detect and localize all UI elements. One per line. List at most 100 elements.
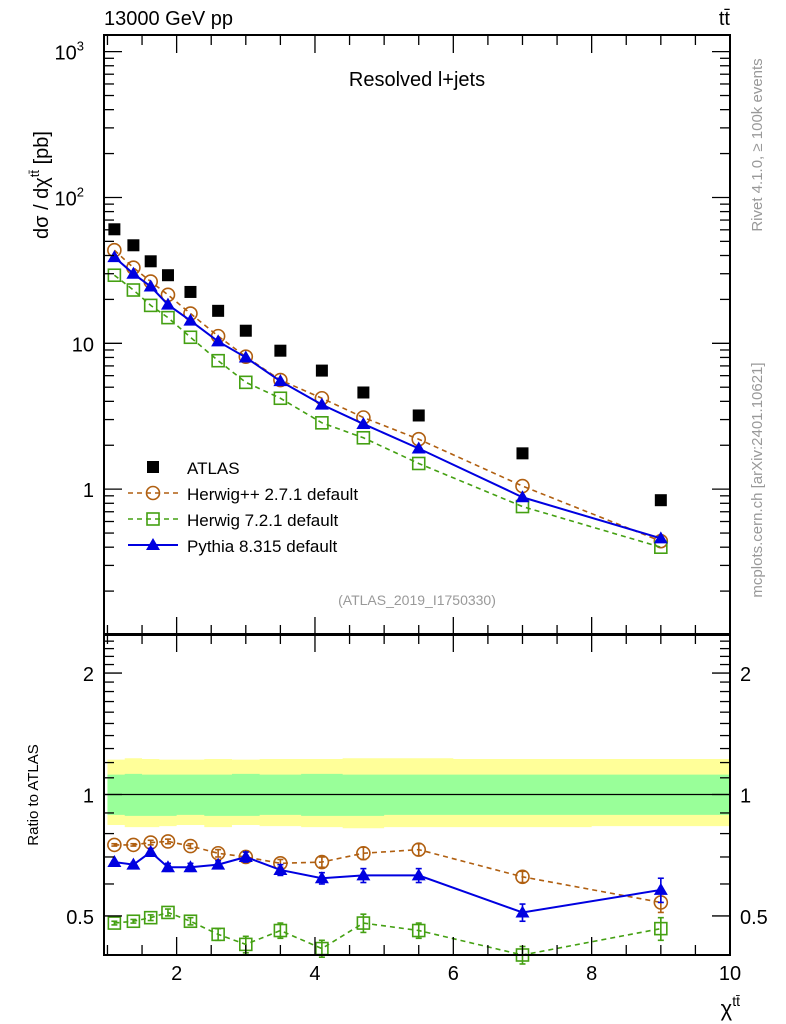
series-pythia-8-315-default — [107, 250, 668, 544]
data-point — [212, 304, 225, 317]
ratio-point — [273, 862, 288, 875]
plot-title: Resolved l+jets — [349, 69, 485, 91]
legend-item: Herwig++ 2.7.1 default — [128, 485, 358, 504]
data-point — [108, 223, 121, 236]
x-tick-label: 4 — [309, 963, 320, 985]
ratio-point — [411, 842, 427, 857]
ratio-point — [211, 857, 226, 870]
svg-text:χtt̄: χtt̄ — [721, 993, 740, 1021]
ratio-series-herwig-7-2-1-default — [107, 905, 668, 965]
ratio-panel: 2 2 1 1 0.5 0.5 2 4 6 8 10 Ratio to ATLAS — [25, 633, 768, 985]
data-point — [143, 279, 158, 292]
data-point — [211, 353, 225, 368]
ratio-y-tick-label: 2 — [83, 664, 94, 686]
ratio-point — [183, 838, 198, 854]
ratio-point — [411, 868, 426, 881]
data-point — [274, 344, 287, 357]
series-line — [113, 274, 662, 548]
x-tick-label: 8 — [586, 963, 597, 985]
data-point — [144, 255, 157, 268]
data-point — [356, 430, 371, 445]
data-point — [315, 416, 329, 430]
ratio-point — [126, 857, 141, 870]
ratio-point — [160, 860, 175, 873]
data-point — [160, 297, 175, 310]
ratio-point — [654, 921, 668, 936]
ratio-point — [515, 869, 530, 885]
legend: ATLAS Herwig++ 2.7.1 default Herwig 7.2.1 … — [128, 459, 358, 556]
ratio-point — [161, 905, 175, 920]
ratio-point — [183, 860, 198, 873]
process-label: tt̄ — [719, 8, 731, 30]
legend-item: ATLAS — [147, 459, 240, 478]
ratio-point — [238, 849, 253, 862]
legend-label: Herwig++ 2.7.1 default — [187, 485, 358, 504]
y-tick-label: 1 — [83, 480, 94, 502]
data-point — [411, 441, 426, 454]
data-point — [314, 397, 329, 410]
ratio-point — [126, 914, 141, 929]
ratio-point — [107, 916, 122, 930]
main-y-axis-label: dσ / dχtt̄ [pb] — [27, 131, 53, 239]
data-point — [183, 330, 198, 345]
data-point — [654, 494, 667, 507]
ratio-point — [211, 927, 225, 942]
ratio-point — [356, 916, 371, 930]
ratio-point — [107, 837, 122, 853]
legend-item: Herwig 7.2.1 default — [128, 511, 338, 530]
data-point — [315, 364, 328, 377]
ratio-y-tick-label: 1 — [83, 786, 94, 808]
ratio-point — [653, 882, 668, 895]
data-point — [515, 490, 530, 503]
data-point — [239, 375, 253, 390]
ratio-point — [160, 834, 176, 849]
data-point — [239, 324, 252, 337]
data-point — [238, 350, 253, 363]
data-point — [273, 374, 288, 387]
data-point — [653, 531, 668, 544]
ratio-point — [515, 905, 530, 918]
ratio-series-pythia-8-315-default — [107, 845, 668, 923]
series-atlas — [108, 223, 667, 507]
data-point — [412, 409, 425, 422]
ratio-point — [183, 914, 198, 929]
data-point — [126, 266, 141, 279]
ratio-point — [356, 845, 371, 861]
legend-label: Herwig 7.2.1 default — [187, 511, 338, 530]
x-axis-label: χtt̄ — [721, 993, 740, 1021]
data-point — [516, 447, 529, 460]
data-point — [184, 285, 197, 298]
data-point — [411, 456, 426, 471]
ratio-series-herwig-2-7-1-default — [107, 834, 669, 914]
legend-label: Pythia 8.315 default — [187, 537, 338, 556]
series-herwig-7-2-1-default — [107, 268, 668, 554]
ratio-point — [411, 923, 426, 938]
ratio-y-tick-label-right: 0.5 — [740, 907, 768, 929]
legend-marker — [146, 512, 160, 526]
legend-marker — [147, 461, 159, 473]
x-tick-label: 6 — [448, 963, 459, 985]
data-point — [211, 334, 226, 347]
ratio-point — [107, 855, 122, 868]
rivet-label: Rivet 4.1.0, ≥ 100k events — [749, 58, 766, 231]
data-point — [126, 283, 141, 297]
data-point — [515, 499, 530, 514]
legend-item: Pythia 8.315 default — [128, 537, 338, 556]
ratio-point — [143, 910, 158, 925]
data-point — [273, 391, 288, 406]
ratio-y-tick-label: 0.5 — [66, 907, 94, 929]
ratio-point — [314, 854, 330, 870]
data-point — [183, 313, 198, 326]
svg-text:dσ / dχtt̄ [pb]: dσ / dχtt̄ [pb] — [27, 131, 53, 239]
mcplots-label: mcplots.cern.ch [arXiv:2401.10621] — [749, 362, 766, 597]
data-point — [127, 239, 140, 252]
x-tick-label: 10 — [719, 963, 741, 985]
legend-marker — [146, 538, 160, 550]
ratio-point — [273, 923, 288, 938]
data-point — [107, 250, 122, 263]
y-tick-label: 102 — [55, 184, 84, 210]
x-tick-label: 2 — [171, 963, 182, 985]
data-point — [161, 269, 174, 282]
